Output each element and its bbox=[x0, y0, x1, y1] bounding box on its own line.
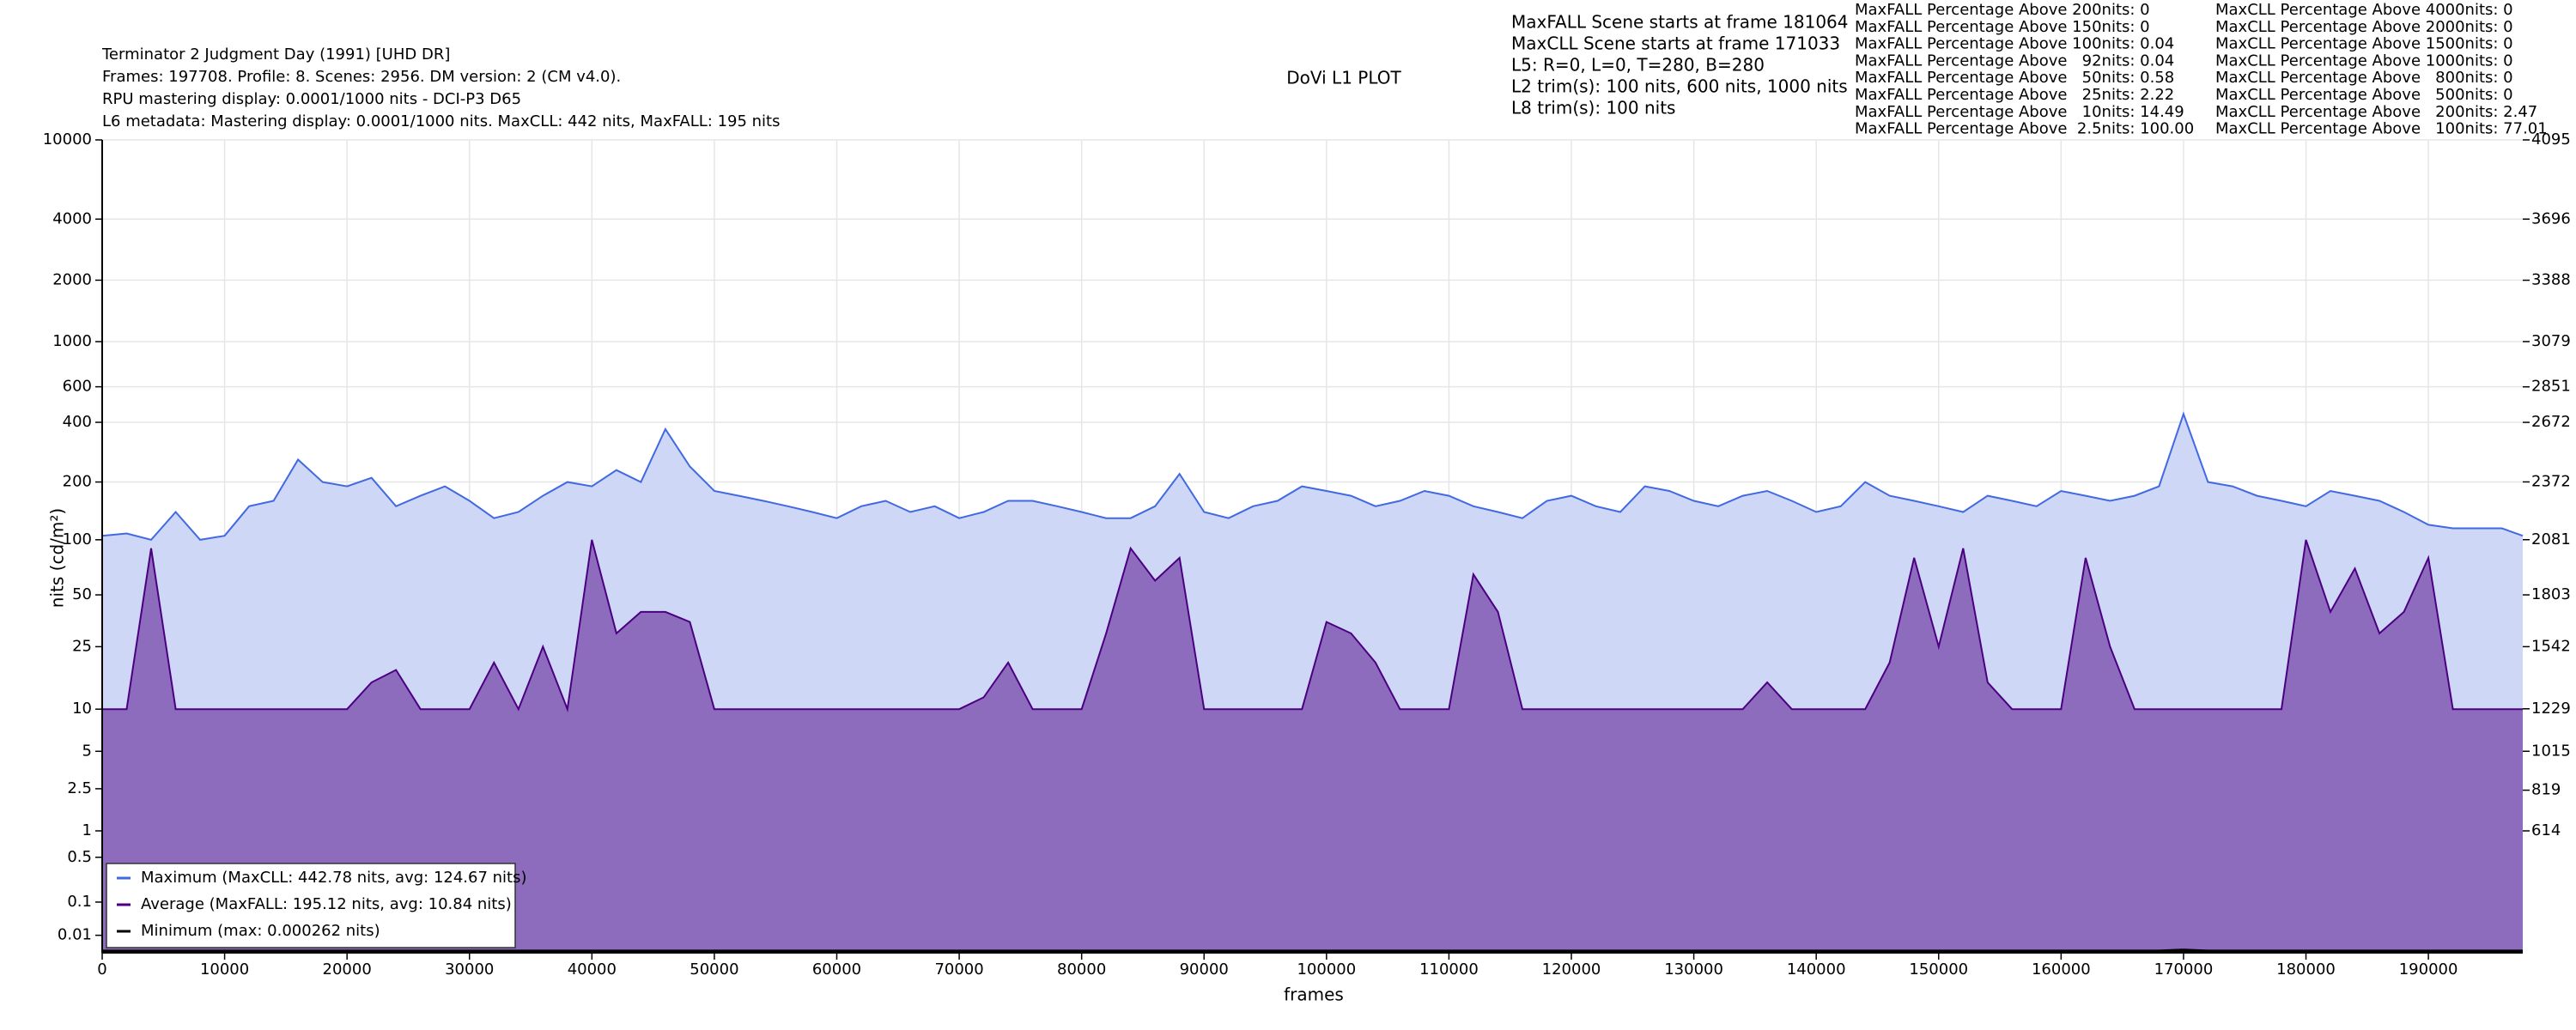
x-axis-label: frames bbox=[1284, 985, 1344, 1005]
x-tick-label: 150000 bbox=[1909, 960, 1968, 978]
stat-line: MaxCLL Percentage Above 100nits: 77.01 bbox=[2215, 120, 2548, 138]
series-line bbox=[101, 411, 2524, 542]
x-tick-label: 100000 bbox=[1297, 960, 1356, 978]
y2-tick-label: 819 bbox=[2531, 781, 2561, 799]
y2-tick-label: 3696 bbox=[2531, 209, 2571, 227]
y-tick-label: 10 bbox=[72, 700, 92, 718]
stat-line: MaxFALL Percentage Above 150nits: 0 bbox=[1855, 18, 2150, 36]
x-tick-label: 50000 bbox=[690, 960, 738, 978]
x-tick-label: 70000 bbox=[934, 960, 983, 978]
stat-line: MaxCLL Percentage Above 1500nits: 0 bbox=[2215, 35, 2513, 53]
y-axis-label: nits (cd/m²) bbox=[47, 508, 68, 608]
info-line: L2 trim(s): 100 nits, 600 nits, 1000 nit… bbox=[1511, 76, 1848, 97]
series-area bbox=[102, 539, 2523, 953]
x-tick-label: 40000 bbox=[568, 960, 617, 978]
stat-line: MaxFALL Percentage Above 100nits: 0.04 bbox=[1855, 35, 2174, 53]
stat-line: MaxCLL Percentage Above 1000nits: 0 bbox=[2215, 52, 2513, 70]
x-tick-label: 110000 bbox=[1419, 960, 1479, 978]
legend-label: Average (MaxFALL: 195.12 nits, avg: 10.8… bbox=[141, 895, 512, 913]
x-tick-label: 10000 bbox=[200, 960, 249, 978]
x-tick-label: 180000 bbox=[2276, 960, 2336, 978]
y-tick-label: 0.01 bbox=[58, 926, 92, 944]
y-tick-label: 50 bbox=[72, 585, 92, 603]
info-line: MaxCLL Scene starts at frame 171033 bbox=[1511, 33, 1840, 54]
y-tick-label: 5 bbox=[82, 742, 92, 760]
x-tick-label: 80000 bbox=[1057, 960, 1106, 978]
legend-label: Minimum (max: 0.000262 nits) bbox=[141, 922, 380, 940]
y-tick-label: 0.1 bbox=[67, 893, 92, 911]
y2-tick-label: 3079 bbox=[2531, 332, 2571, 350]
stat-line: MaxFALL Percentage Above 2.5nits: 100.00 bbox=[1855, 120, 2194, 138]
chart-title: DoVi L1 PLOT bbox=[1286, 68, 1401, 88]
stat-line: MaxCLL Percentage Above 500nits: 0 bbox=[2215, 86, 2513, 104]
y2-tick-label: 2672 bbox=[2531, 413, 2571, 431]
stat-line: MaxCLL Percentage Above 2000nits: 0 bbox=[2215, 18, 2513, 36]
y-tick-label: 4000 bbox=[52, 209, 92, 227]
y-tick-label: 2.5 bbox=[67, 779, 92, 797]
stat-line: MaxFALL Percentage Above 10nits: 14.49 bbox=[1855, 103, 2184, 121]
x-tick-label: 190000 bbox=[2399, 960, 2458, 978]
y2-tick-label: 1015 bbox=[2531, 742, 2571, 760]
x-tick-label: 0 bbox=[97, 960, 106, 978]
stat-line: MaxFALL Percentage Above 200nits: 0 bbox=[1855, 1, 2150, 19]
stat-line: MaxFALL Percentage Above 25nits: 2.22 bbox=[1855, 86, 2174, 104]
y-tick-label: 600 bbox=[63, 378, 92, 396]
y-tick-label: 1000 bbox=[52, 332, 92, 350]
x-tick-label: 170000 bbox=[2154, 960, 2214, 978]
y-tick-label: 200 bbox=[63, 473, 92, 491]
y2-tick-label: 1542 bbox=[2531, 637, 2571, 655]
series-line bbox=[102, 539, 2523, 713]
plot-area bbox=[101, 139, 2524, 954]
y2-tick-label: 614 bbox=[2531, 821, 2561, 839]
info-line: L6 metadata: Mastering display: 0.0001/1… bbox=[102, 112, 781, 130]
stat-line: MaxFALL Percentage Above 50nits: 0.58 bbox=[1855, 69, 2174, 87]
stat-line: MaxFALL Percentage Above 92nits: 0.04 bbox=[1855, 52, 2174, 70]
y-tick-label: 25 bbox=[72, 637, 92, 655]
series-line bbox=[102, 948, 2523, 954]
y2-tick-label: 1803 bbox=[2531, 585, 2571, 603]
y-tick-label: 100 bbox=[63, 530, 92, 548]
x-tick-label: 90000 bbox=[1180, 960, 1229, 978]
info-line: MaxFALL Scene starts at frame 181064 bbox=[1511, 12, 1849, 33]
info-line: L8 trim(s): 100 nits bbox=[1511, 98, 1675, 118]
info-line: Terminator 2 Judgment Day (1991) [UHD DR… bbox=[101, 45, 450, 64]
y-tick-label: 0.5 bbox=[67, 848, 92, 866]
y2-tick-label: 3388 bbox=[2531, 270, 2571, 288]
legend-label: Maximum (MaxCLL: 442.78 nits, avg: 124.6… bbox=[141, 869, 527, 887]
stat-line: MaxCLL Percentage Above 800nits: 0 bbox=[2215, 69, 2513, 87]
y2-tick-label: 2081 bbox=[2531, 530, 2571, 548]
y2-tick-label: 2372 bbox=[2531, 472, 2571, 490]
legend-box bbox=[106, 863, 516, 948]
y2-tick-label: 1229 bbox=[2531, 700, 2571, 718]
x-tick-label: 130000 bbox=[1664, 960, 1723, 978]
x-tick-label: 20000 bbox=[323, 960, 372, 978]
y-tick-label: 2000 bbox=[52, 270, 92, 288]
info-line: L5: R=0, L=0, T=280, B=280 bbox=[1511, 55, 1765, 76]
x-tick-label: 140000 bbox=[1787, 960, 1846, 978]
x-tick-label: 60000 bbox=[812, 960, 861, 978]
info-line: Frames: 197708. Profile: 8. Scenes: 2956… bbox=[102, 68, 621, 86]
y-tick-label: 1 bbox=[82, 821, 92, 839]
y-tick-label: 400 bbox=[63, 413, 92, 431]
x-tick-label: 30000 bbox=[445, 960, 494, 978]
x-tick-label: 160000 bbox=[2032, 960, 2091, 978]
y-tick-label: 10000 bbox=[43, 130, 92, 148]
y2-tick-label: 4095 bbox=[2531, 130, 2571, 148]
stat-line: MaxCLL Percentage Above 4000nits: 0 bbox=[2215, 1, 2513, 19]
x-tick-label: 120000 bbox=[1542, 960, 1601, 978]
stat-line: MaxCLL Percentage Above 200nits: 2.47 bbox=[2215, 103, 2537, 121]
y2-tick-label: 2851 bbox=[2531, 378, 2571, 396]
info-line: RPU mastering display: 0.0001/1000 nits … bbox=[102, 90, 521, 108]
